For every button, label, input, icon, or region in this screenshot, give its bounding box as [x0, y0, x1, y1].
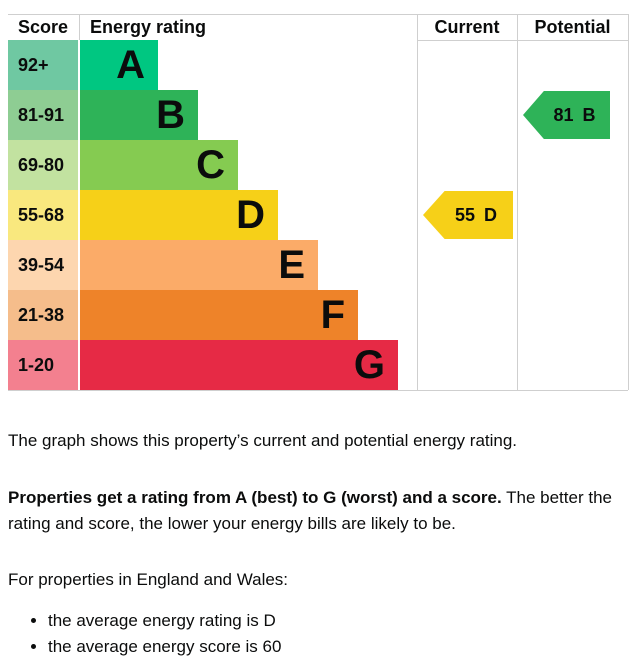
band-row-c: 69-80 C: [0, 140, 632, 190]
current-rating-arrow: 55 D: [423, 191, 513, 239]
band-row-b: 81-91 B: [0, 90, 632, 140]
current-rating-score: 55: [454, 204, 476, 225]
score-range-label: 1-20: [18, 355, 55, 375]
band-row-e: 39-54 E: [0, 240, 632, 290]
table-right-border: [628, 14, 629, 390]
score-range: 69-80: [8, 140, 78, 190]
potential-rating-band: B: [582, 104, 596, 125]
potential-column-divider: [517, 14, 518, 390]
potential-column-header: Potential: [534, 17, 611, 37]
score-range-label: 81-91: [18, 105, 65, 125]
current-column-divider: [417, 14, 418, 390]
band-letter: B: [156, 93, 185, 137]
band-letter: C: [196, 143, 225, 187]
score-column-header: Score: [18, 17, 69, 37]
potential-rating-arrow: 81 B: [523, 91, 610, 139]
table-top-border: [8, 14, 628, 15]
band-letter: E: [278, 243, 305, 287]
score-range-label: 39-54: [18, 255, 65, 275]
rating-bar: D: [80, 190, 278, 240]
list-item: the average energy rating is D: [48, 608, 624, 634]
band-letter: F: [320, 293, 345, 337]
score-column-divider: [79, 14, 80, 40]
region-heading: For properties in England and Wales:: [8, 570, 289, 589]
rating-bar: C: [80, 140, 238, 190]
current-column-header: Current: [434, 17, 500, 37]
band-row-a: 92+ A: [0, 40, 632, 90]
header-bottom-border: [417, 40, 628, 41]
average-stats-list: the average energy rating is D the avera…: [8, 608, 624, 660]
current-rating-band: D: [484, 204, 498, 225]
band-letter: A: [116, 43, 145, 87]
intro-paragraph: The graph shows this property’s current …: [8, 431, 518, 450]
rating-bar: G: [80, 340, 398, 390]
score-range-label: 69-80: [18, 155, 65, 175]
rating-explanation-bold: Properties get a rating from A (best) to…: [8, 488, 502, 507]
band-letter: G: [353, 343, 385, 387]
chart-description: The graph shows this property’s current …: [0, 430, 632, 660]
rating-bar: B: [80, 90, 198, 140]
score-range: 39-54: [8, 240, 78, 290]
band-letter: D: [236, 193, 265, 237]
rating-explanation-rest: The better the rating and score, the low…: [8, 488, 612, 533]
score-range: 92+: [8, 40, 78, 90]
rating-bar: E: [80, 240, 318, 290]
list-item: the average energy score is 60: [48, 634, 624, 660]
rating-explanation-paragraph: Properties get a rating from A (best) to…: [8, 485, 624, 537]
band-row-d: 55-68 D: [0, 190, 632, 240]
energy-rating-column-header: Energy rating: [90, 17, 207, 37]
score-range-label: 21-38: [18, 305, 65, 325]
rating-bar: F: [80, 290, 358, 340]
band-row-g: 1-20 G: [0, 340, 632, 390]
score-range: 21-38: [8, 290, 78, 340]
band-row-f: 21-38 F: [0, 290, 632, 340]
potential-rating-score: 81: [553, 104, 574, 125]
rating-bar: A: [80, 40, 158, 90]
score-range: 55-68: [8, 190, 78, 240]
score-range-label: 55-68: [18, 205, 65, 225]
table-bottom-border: [8, 390, 628, 391]
epc-rating-chart: Score Energy rating Current Potential 92…: [0, 14, 632, 391]
score-range: 1-20: [8, 340, 78, 390]
score-range: 81-91: [8, 90, 78, 140]
score-range-label: 92+: [18, 55, 49, 75]
